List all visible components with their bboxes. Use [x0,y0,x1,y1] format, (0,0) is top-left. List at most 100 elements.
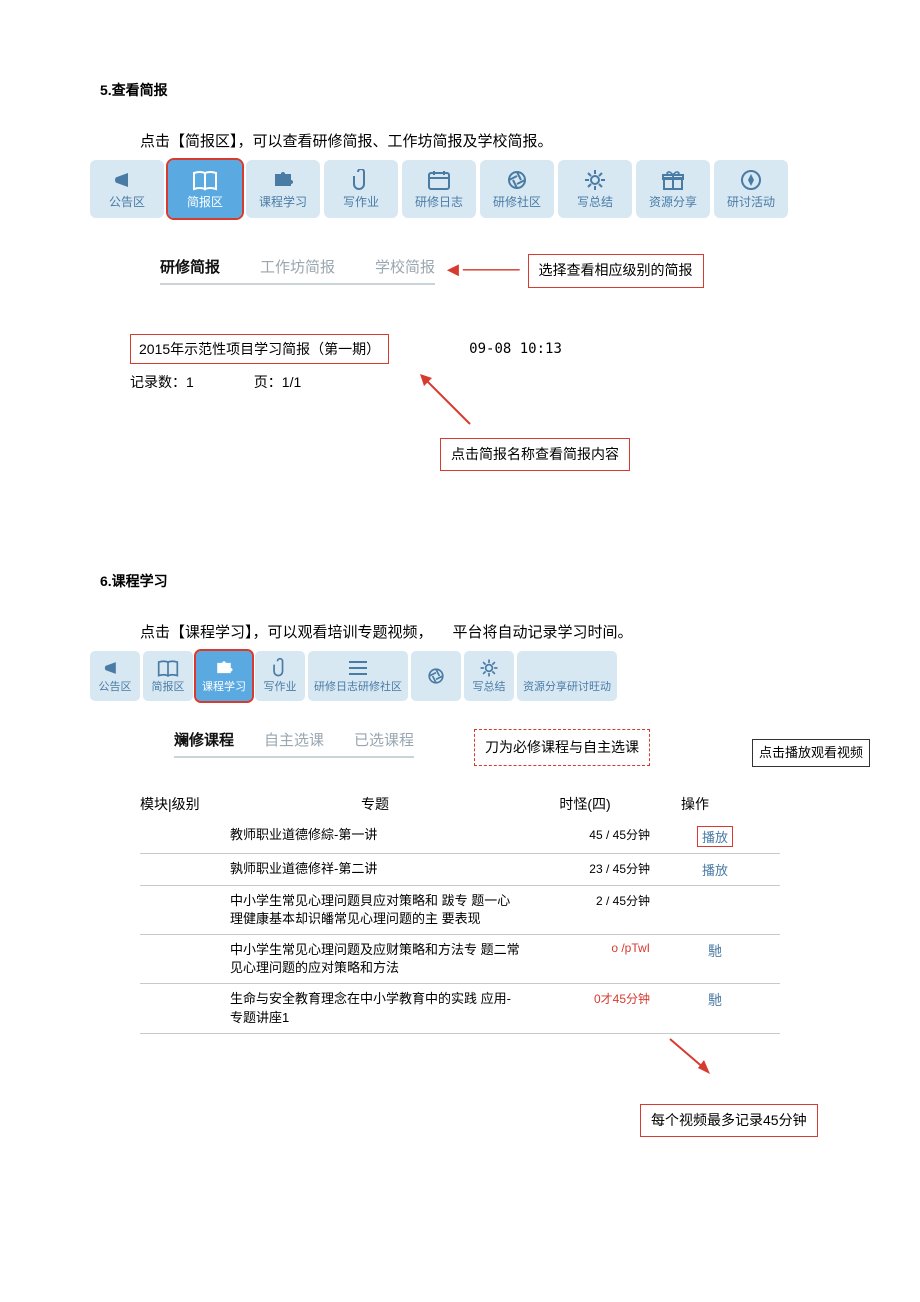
course-table: 模块|级别 专题 时怪(四) 操作 教师职业道德修綜-第一讲 45 / 45分钟… [140,794,780,1034]
nav-item-课程学习[interactable]: 课程学习 [196,651,252,701]
nav-item-写作业[interactable]: 写作业 [324,160,398,218]
nav-item-写总结[interactable]: 写总结 [558,160,632,218]
nav-bar-2: 公告区简报区课程学习 写作业 研修日志研修社区 写总结 资源分享研讨旺动 [90,651,820,701]
course-table-head: 模块|级别 专题 时怪(四) 操作 [140,794,780,820]
nav-item-简报区[interactable]: 简报区 [143,651,193,701]
cell-op: 馳 [670,990,760,1010]
cell-time: 0才45分钟 [520,990,670,1007]
nav-label: 研讨活动 [727,193,775,210]
nav-item-写作业[interactable]: 写作业 [255,651,305,701]
nav-label: 写总结 [577,193,613,210]
clip-icon [269,659,291,677]
book-icon [192,169,218,191]
arrow-icon: ◄──── [443,259,519,282]
nav-label: 研修日志 [415,193,463,210]
puzzle-icon [270,169,296,191]
nav-label: 课程学习 [202,678,246,694]
op-text[interactable]: 馳 [708,943,722,959]
megaphone-icon [104,659,126,677]
nav-item-aperture[interactable] [411,651,461,701]
course-tab-已选课程[interactable]: 已选课程 [354,729,414,750]
nav-item-研修社区[interactable]: 研修社区 [480,160,554,218]
table-row: 中小学生常见心理问题貝应对策略和 跋专 题一心理健康基本却识皤常见心理问题的主 … [140,886,780,935]
aperture-icon [504,169,530,191]
section-6-heading: 6.课程学习 [100,571,820,591]
cell-topic: 中小学生常见心理问题貝应对策略和 跋专 题一心理健康基本却识皤常见心理问题的主 … [230,892,520,928]
report-name-callout: 点击简报名称查看简报内容 [440,438,630,472]
nav-item-研讨活动[interactable]: 研讨活动 [714,160,788,218]
course-tab-自主选课[interactable]: 自主选课 [264,729,324,750]
nav-item-研修日志研修社区[interactable]: 研修日志研修社区 [308,651,408,701]
play-button[interactable]: 播放 [702,863,728,878]
nav-item-公告区[interactable]: 公告区 [90,651,140,701]
nav-label: 公告区 [109,193,145,210]
section-5-intro: 点击【简报区】，可以查看研修简报、工作坊简报及学校简报。 [140,130,820,154]
arrow-diag-icon [420,374,480,434]
nav-item-资源分享[interactable]: 资源分享 [636,160,710,218]
megaphone-icon [114,169,140,191]
page-indicator: 页：1/1 [254,372,301,392]
report-row: 2015年示范性项目学习简报（第一期） 09-08 10:13 [130,334,820,364]
nav-label: 资源分享研讨旺动 [523,678,611,694]
nav-label: 研修日志研修社区 [314,678,402,694]
compass-icon [738,169,764,191]
nav-item-公告区[interactable]: 公告区 [90,160,164,218]
cell-op: 播放 [670,860,760,879]
tab-工作坊简报[interactable]: 工作坊简报 [260,256,335,277]
col-topic: 专题 [230,794,520,814]
tab-学校简报[interactable]: 学校简报 [375,256,435,277]
clip-icon [348,169,374,191]
nav-item-课程学习[interactable]: 课程学习 [246,160,320,218]
report-tabs-row: 研修简报 工作坊简报 学校简报 ◄──── 选择查看相应级别的简报 [100,254,820,288]
nav-bar-1: 公告区 简报区 课程学习 写作业 研修日志研修社区写总结 资源分享 研讨活动 [90,160,820,218]
nav-label: 写总结 [473,678,506,694]
cell-topic: 生命与安全教育理念在中小学教育中的实践 应用-专题讲座1 [230,990,520,1026]
table-row: 中小学生常见心理问题及应财策略和方法专 题二常见心理问题的应对策略和方法 o /… [140,935,780,984]
report-timestamp: 09-08 10:13 [469,341,562,357]
nav-label: 写作业 [264,678,297,694]
nav-label: 公告区 [99,678,132,694]
nav-item-研修日志[interactable]: 研修日志 [402,160,476,218]
cell-op: 馳 [670,941,760,961]
record-count: 记录数：1 [130,372,194,392]
gear-icon [478,659,500,677]
intro-6b: 平台将自动记录学习时间。 [453,621,633,645]
op-text[interactable]: 馳 [708,992,722,1008]
cell-topic: 教师职业道德修綜-第一讲 [230,826,520,844]
report-tabs: 研修简报 工作坊简报 学校简报 [160,256,435,285]
section-6-intro: 点击【课程学习】，可以观看培训专题视频， 平台将自动记录学习时间。 [140,621,820,645]
col-module: 模块|级别 [140,794,230,814]
course-tabs-row: 斓修课程自主选课已选课程 刀为必修课程与自主选课 点击播放观看视频 [100,729,820,765]
nav-label: 课程学习 [259,193,307,210]
tabs-callout: 选择查看相应级别的简报 [528,254,704,288]
table-row: 生命与安全教育理念在中小学教育中的实践 应用-专题讲座1 0才45分钟 馳 [140,984,780,1033]
-icon [556,659,578,677]
nav-label: 简报区 [187,193,223,210]
course-tabs: 斓修课程 自主选课 已选课程 [174,729,414,758]
intro-6a: 点击【课程学习】，可以观看培训专题视频， [140,621,433,645]
col-time: 时怪(四) [520,794,650,814]
gear-icon [582,169,608,191]
calendar-icon [426,169,452,191]
nav-item-写总结[interactable]: 写总结 [464,651,514,701]
aperture-icon [425,667,447,685]
course-tabs-callout: 刀为必修课程与自主选课 [474,729,650,765]
nav-label: 资源分享 [649,193,697,210]
cell-time: 23 / 45分钟 [520,860,670,877]
nav-item-简报区[interactable]: 简报区 [168,160,242,218]
section-5-heading: 5.查看简报 [100,80,820,100]
cell-time: o /pTwI [520,941,670,955]
play-button[interactable]: 播放 [697,826,733,847]
nav-label: 写作业 [343,193,379,210]
nav-item-资源分享研讨旺动[interactable]: 资源分享研讨旺动 [517,651,617,701]
table-row: 孰师职业道德修祥-第二讲 23 / 45分钟 播放 [140,854,780,886]
course-tab-斓修课程[interactable]: 斓修课程 [174,729,234,750]
bars-icon [347,659,369,677]
book-icon [157,659,179,677]
puzzle-icon [213,659,235,677]
col-op: 操作 [650,794,740,814]
cell-topic: 中小学生常见心理问题及应财策略和方法专 题二常见心理问题的应对策略和方法 [230,941,520,977]
arrow-down-icon [660,1034,720,1074]
report-title-link[interactable]: 2015年示范性项目学习简报（第一期） [130,334,389,364]
tab-研修简报[interactable]: 研修简报 [160,256,220,277]
